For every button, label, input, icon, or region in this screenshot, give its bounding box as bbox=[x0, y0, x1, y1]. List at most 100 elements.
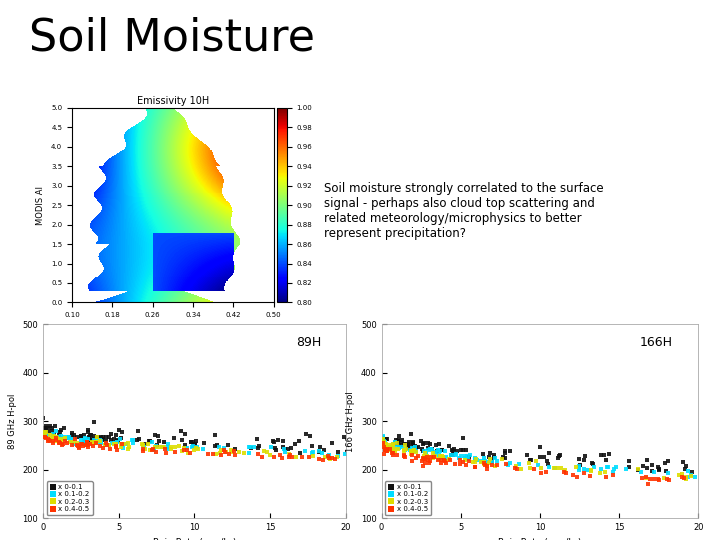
Point bbox=[191, 442, 202, 451]
Point bbox=[482, 462, 493, 471]
Point bbox=[147, 445, 158, 454]
Point bbox=[573, 462, 585, 470]
Point bbox=[632, 466, 644, 475]
Point bbox=[457, 446, 469, 455]
Point bbox=[198, 438, 210, 447]
Point bbox=[66, 437, 77, 445]
Y-axis label: MODIS AI: MODIS AI bbox=[37, 186, 45, 225]
Point bbox=[582, 465, 593, 474]
Point bbox=[165, 443, 176, 451]
Point bbox=[455, 451, 467, 460]
Point bbox=[68, 434, 79, 443]
Point bbox=[554, 451, 565, 460]
Point bbox=[379, 446, 391, 455]
Point bbox=[48, 432, 60, 441]
Point bbox=[320, 453, 331, 461]
Point bbox=[392, 438, 403, 447]
Point bbox=[210, 450, 222, 458]
Point bbox=[459, 454, 471, 462]
Point bbox=[398, 451, 410, 460]
Point bbox=[267, 437, 279, 445]
Point bbox=[381, 435, 392, 444]
Point bbox=[386, 447, 397, 456]
Point bbox=[400, 453, 411, 461]
Point bbox=[338, 433, 350, 441]
Point bbox=[571, 463, 582, 471]
Point bbox=[408, 443, 420, 451]
Point bbox=[48, 437, 59, 445]
Point bbox=[79, 438, 91, 447]
Point bbox=[599, 467, 611, 476]
Point bbox=[286, 453, 297, 461]
Text: 166H: 166H bbox=[640, 336, 673, 349]
Point bbox=[680, 462, 692, 470]
Point bbox=[637, 461, 649, 470]
Point bbox=[55, 441, 67, 449]
Point bbox=[59, 437, 71, 445]
Point bbox=[403, 438, 415, 447]
Point bbox=[100, 439, 112, 448]
Point bbox=[588, 462, 600, 471]
Point bbox=[646, 467, 657, 475]
Point bbox=[450, 449, 462, 458]
Point bbox=[198, 444, 210, 453]
Point bbox=[40, 421, 52, 430]
Point bbox=[50, 434, 62, 442]
Point bbox=[83, 433, 94, 442]
Point bbox=[179, 430, 191, 438]
Point bbox=[105, 430, 117, 438]
Point bbox=[601, 462, 613, 471]
Point bbox=[326, 454, 338, 462]
Point bbox=[378, 443, 390, 452]
Point bbox=[409, 442, 420, 450]
Point bbox=[608, 465, 620, 474]
Point bbox=[68, 440, 80, 448]
Point bbox=[536, 464, 547, 472]
Point bbox=[481, 465, 492, 474]
Point bbox=[122, 444, 134, 453]
Point bbox=[399, 441, 410, 449]
Point bbox=[489, 462, 500, 470]
Point bbox=[138, 441, 149, 449]
Point bbox=[469, 454, 481, 462]
Point bbox=[467, 457, 478, 466]
Point bbox=[43, 436, 55, 444]
Point bbox=[55, 432, 67, 441]
Point bbox=[70, 435, 81, 444]
Point bbox=[381, 445, 392, 454]
Point bbox=[63, 434, 74, 442]
Point bbox=[244, 443, 256, 451]
Point bbox=[678, 458, 689, 467]
Point bbox=[448, 449, 459, 458]
Point bbox=[329, 455, 341, 463]
Point bbox=[523, 458, 534, 467]
Point bbox=[685, 471, 697, 480]
Point bbox=[186, 442, 198, 451]
Point bbox=[108, 440, 120, 448]
Point bbox=[398, 447, 410, 455]
Point bbox=[176, 447, 187, 455]
Point bbox=[41, 430, 53, 439]
Point bbox=[392, 436, 403, 445]
Point bbox=[144, 436, 156, 445]
Point bbox=[427, 454, 438, 462]
Point bbox=[480, 461, 491, 470]
Point bbox=[380, 440, 392, 448]
Point bbox=[303, 453, 315, 462]
Point bbox=[253, 450, 264, 459]
Point bbox=[405, 446, 416, 455]
Point bbox=[48, 430, 59, 438]
Point bbox=[233, 448, 245, 456]
Point bbox=[543, 462, 554, 471]
Point bbox=[424, 440, 436, 448]
Point bbox=[53, 430, 65, 439]
Point bbox=[96, 438, 107, 447]
Point bbox=[393, 444, 405, 453]
Point bbox=[461, 451, 472, 460]
Point bbox=[410, 447, 422, 455]
Point bbox=[222, 441, 233, 449]
Point bbox=[318, 446, 330, 455]
Point bbox=[45, 436, 56, 444]
Point bbox=[387, 448, 398, 457]
Point bbox=[424, 456, 436, 465]
